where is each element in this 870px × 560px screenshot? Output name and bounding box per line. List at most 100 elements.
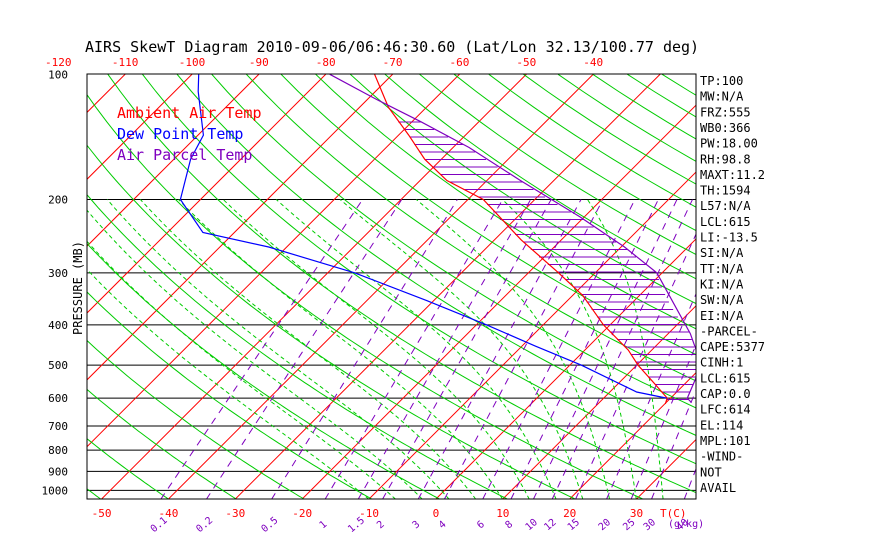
bottom-temp-tick-label: 0 <box>433 507 440 520</box>
mixing-ratio-tick-label: 12 <box>542 517 558 533</box>
dry-adiabat-line <box>246 74 696 382</box>
isotherm-line <box>301 104 696 499</box>
mixing-ratio-line <box>606 292 696 499</box>
dry-adiabat-line <box>349 74 696 305</box>
index-item: TP:100 <box>700 74 743 88</box>
mixing-ratio-tick-label: 30 <box>642 517 658 533</box>
index-item: LI:-13.5 <box>700 231 758 245</box>
moist-adiabat-line <box>106 199 450 499</box>
legend: Ambient Air Temp Dew Point Temp Air Parcel… <box>117 104 262 164</box>
mixing-ratio-line <box>271 199 458 499</box>
mixing-ratio-line <box>160 199 363 499</box>
pressure-tick-label: 500 <box>48 359 68 372</box>
mixing-ratio-tick-label: 8 <box>503 519 515 531</box>
top-temp-tick-label: -90 <box>249 56 269 69</box>
moist-adiabat-line <box>87 209 423 499</box>
isotherm-line <box>167 74 594 499</box>
bottom-temp-tick-label: 10 <box>496 507 509 520</box>
pressure-tick-label: 200 <box>48 194 68 207</box>
index-item: CAP:0.0 <box>700 387 751 401</box>
isotherm-line <box>0 74 58 499</box>
cape-hatching <box>398 121 696 400</box>
index-item: KI:N/A <box>700 277 744 291</box>
dry-adiabat-line <box>384 74 696 280</box>
pressure-tick-label: 300 <box>48 267 68 280</box>
dry-adiabat-line <box>107 74 696 494</box>
mixing-ratio-tick-label: 1 <box>318 519 330 531</box>
mixing-ratio-line <box>575 232 696 499</box>
moist-adiabat-line <box>87 268 370 499</box>
bottom-unit-label: T(C) <box>660 507 687 520</box>
index-item: LCL:615 <box>700 371 751 385</box>
mixing-ratio-tick-label: 20 <box>597 517 613 533</box>
moist-adiabat-line <box>502 199 637 499</box>
dry-adiabat-line <box>87 291 373 499</box>
index-item: AVAIL <box>700 481 736 495</box>
index-item: LCL:615 <box>700 215 751 229</box>
index-item: SI:N/A <box>700 246 744 260</box>
top-temp-tick-label: -40 <box>583 56 603 69</box>
index-item: NOT <box>700 465 722 479</box>
moist-adiabat-line <box>87 240 396 499</box>
dry-adiabat-line <box>87 144 576 499</box>
pressure-tick-label: 700 <box>48 420 68 433</box>
moist-adiabat-line <box>415 199 611 499</box>
mixing-ratio-line <box>417 199 582 499</box>
pressure-tick-label: 600 <box>48 392 68 405</box>
air-parcel-temp-line <box>329 74 696 404</box>
index-item: SW:N/A <box>700 293 744 307</box>
chart-title: AIRS SkewT Diagram 2010-09-06/06:46:30.6… <box>85 38 699 56</box>
top-temp-tick-label: -80 <box>316 56 336 69</box>
isotherm-line <box>87 74 193 180</box>
index-item: TT:N/A <box>700 262 744 276</box>
index-item: -WIND- <box>700 450 743 464</box>
mixing-ratio-tick-label: 4 <box>437 519 449 531</box>
index-item: EL:114 <box>700 418 743 432</box>
mixing-ratio-tick-label: 2 <box>375 519 387 531</box>
dry-adiabat-line <box>87 242 441 499</box>
mixing-ratio-line <box>357 199 532 499</box>
plot-frame <box>86 73 697 500</box>
isotherm-line <box>234 74 661 499</box>
mixing-ratio-line <box>482 199 636 499</box>
top-temp-tick-label: -70 <box>383 56 403 69</box>
mixing-ratio-tick-label: 0.2 <box>194 515 215 535</box>
dry-adiabat-line <box>211 74 696 409</box>
moist-adiabat-line <box>178 199 504 499</box>
index-item: TH:1594 <box>700 184 751 198</box>
mixing-ratio-tick-label: 0.5 <box>260 515 281 535</box>
pressure-tick-label: 100 <box>48 68 68 81</box>
mixing-ratio-line <box>443 199 604 499</box>
profiles <box>179 74 696 405</box>
mixing-ratio-tick-label: 3 <box>411 519 423 531</box>
ambient-air-temp-line <box>374 74 668 405</box>
isotherm-line <box>87 74 126 114</box>
isotherm-line <box>87 74 260 247</box>
moist-adiabat-line <box>140 199 477 499</box>
bottom-temp-tick-label: -50 <box>92 507 112 520</box>
index-item: MW:N/A <box>700 90 744 104</box>
isotherm-line <box>87 74 460 448</box>
index-item: CAPE:5377 <box>700 340 765 354</box>
dry-adiabat-line <box>0 74 33 499</box>
isotherm-line <box>87 74 327 314</box>
dry-adiabat-line <box>315 74 696 330</box>
legend-entry: Dew Point Temp <box>117 125 243 143</box>
dry-adiabat-line <box>488 74 696 208</box>
y-axis-label: PRESSURE (MB) <box>71 241 85 335</box>
dry-adiabat-line <box>87 388 237 499</box>
pressure-tick-label: 800 <box>48 444 68 457</box>
moist-adiabat-line <box>222 199 530 499</box>
index-item: WB0:366 <box>700 121 751 135</box>
bottom-temp-tick-label: -30 <box>225 507 245 520</box>
mixing-ratio-unit-label: (g/kg) <box>668 519 704 530</box>
dry-adiabat-line <box>453 74 696 232</box>
dew-point-temp-line <box>179 74 667 399</box>
index-item: PW:18.00 <box>700 137 758 151</box>
bottom-temp-tick-label: -40 <box>159 507 179 520</box>
dry-adiabat-line <box>661 74 696 96</box>
legend-entry: Air Parcel Temp <box>117 146 252 164</box>
pressure-tick-label: 1000 <box>42 484 69 497</box>
